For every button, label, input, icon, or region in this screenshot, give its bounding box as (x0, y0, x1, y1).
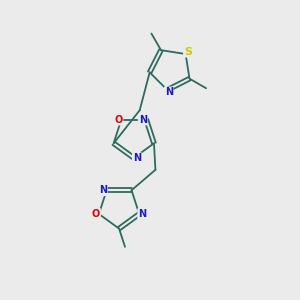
Text: O: O (114, 115, 122, 124)
Text: N: N (139, 115, 147, 124)
Text: S: S (184, 47, 192, 57)
Text: O: O (92, 209, 100, 219)
Text: N: N (165, 87, 173, 97)
Text: N: N (99, 185, 107, 195)
Text: N: N (133, 153, 141, 163)
Text: N: N (138, 209, 146, 219)
